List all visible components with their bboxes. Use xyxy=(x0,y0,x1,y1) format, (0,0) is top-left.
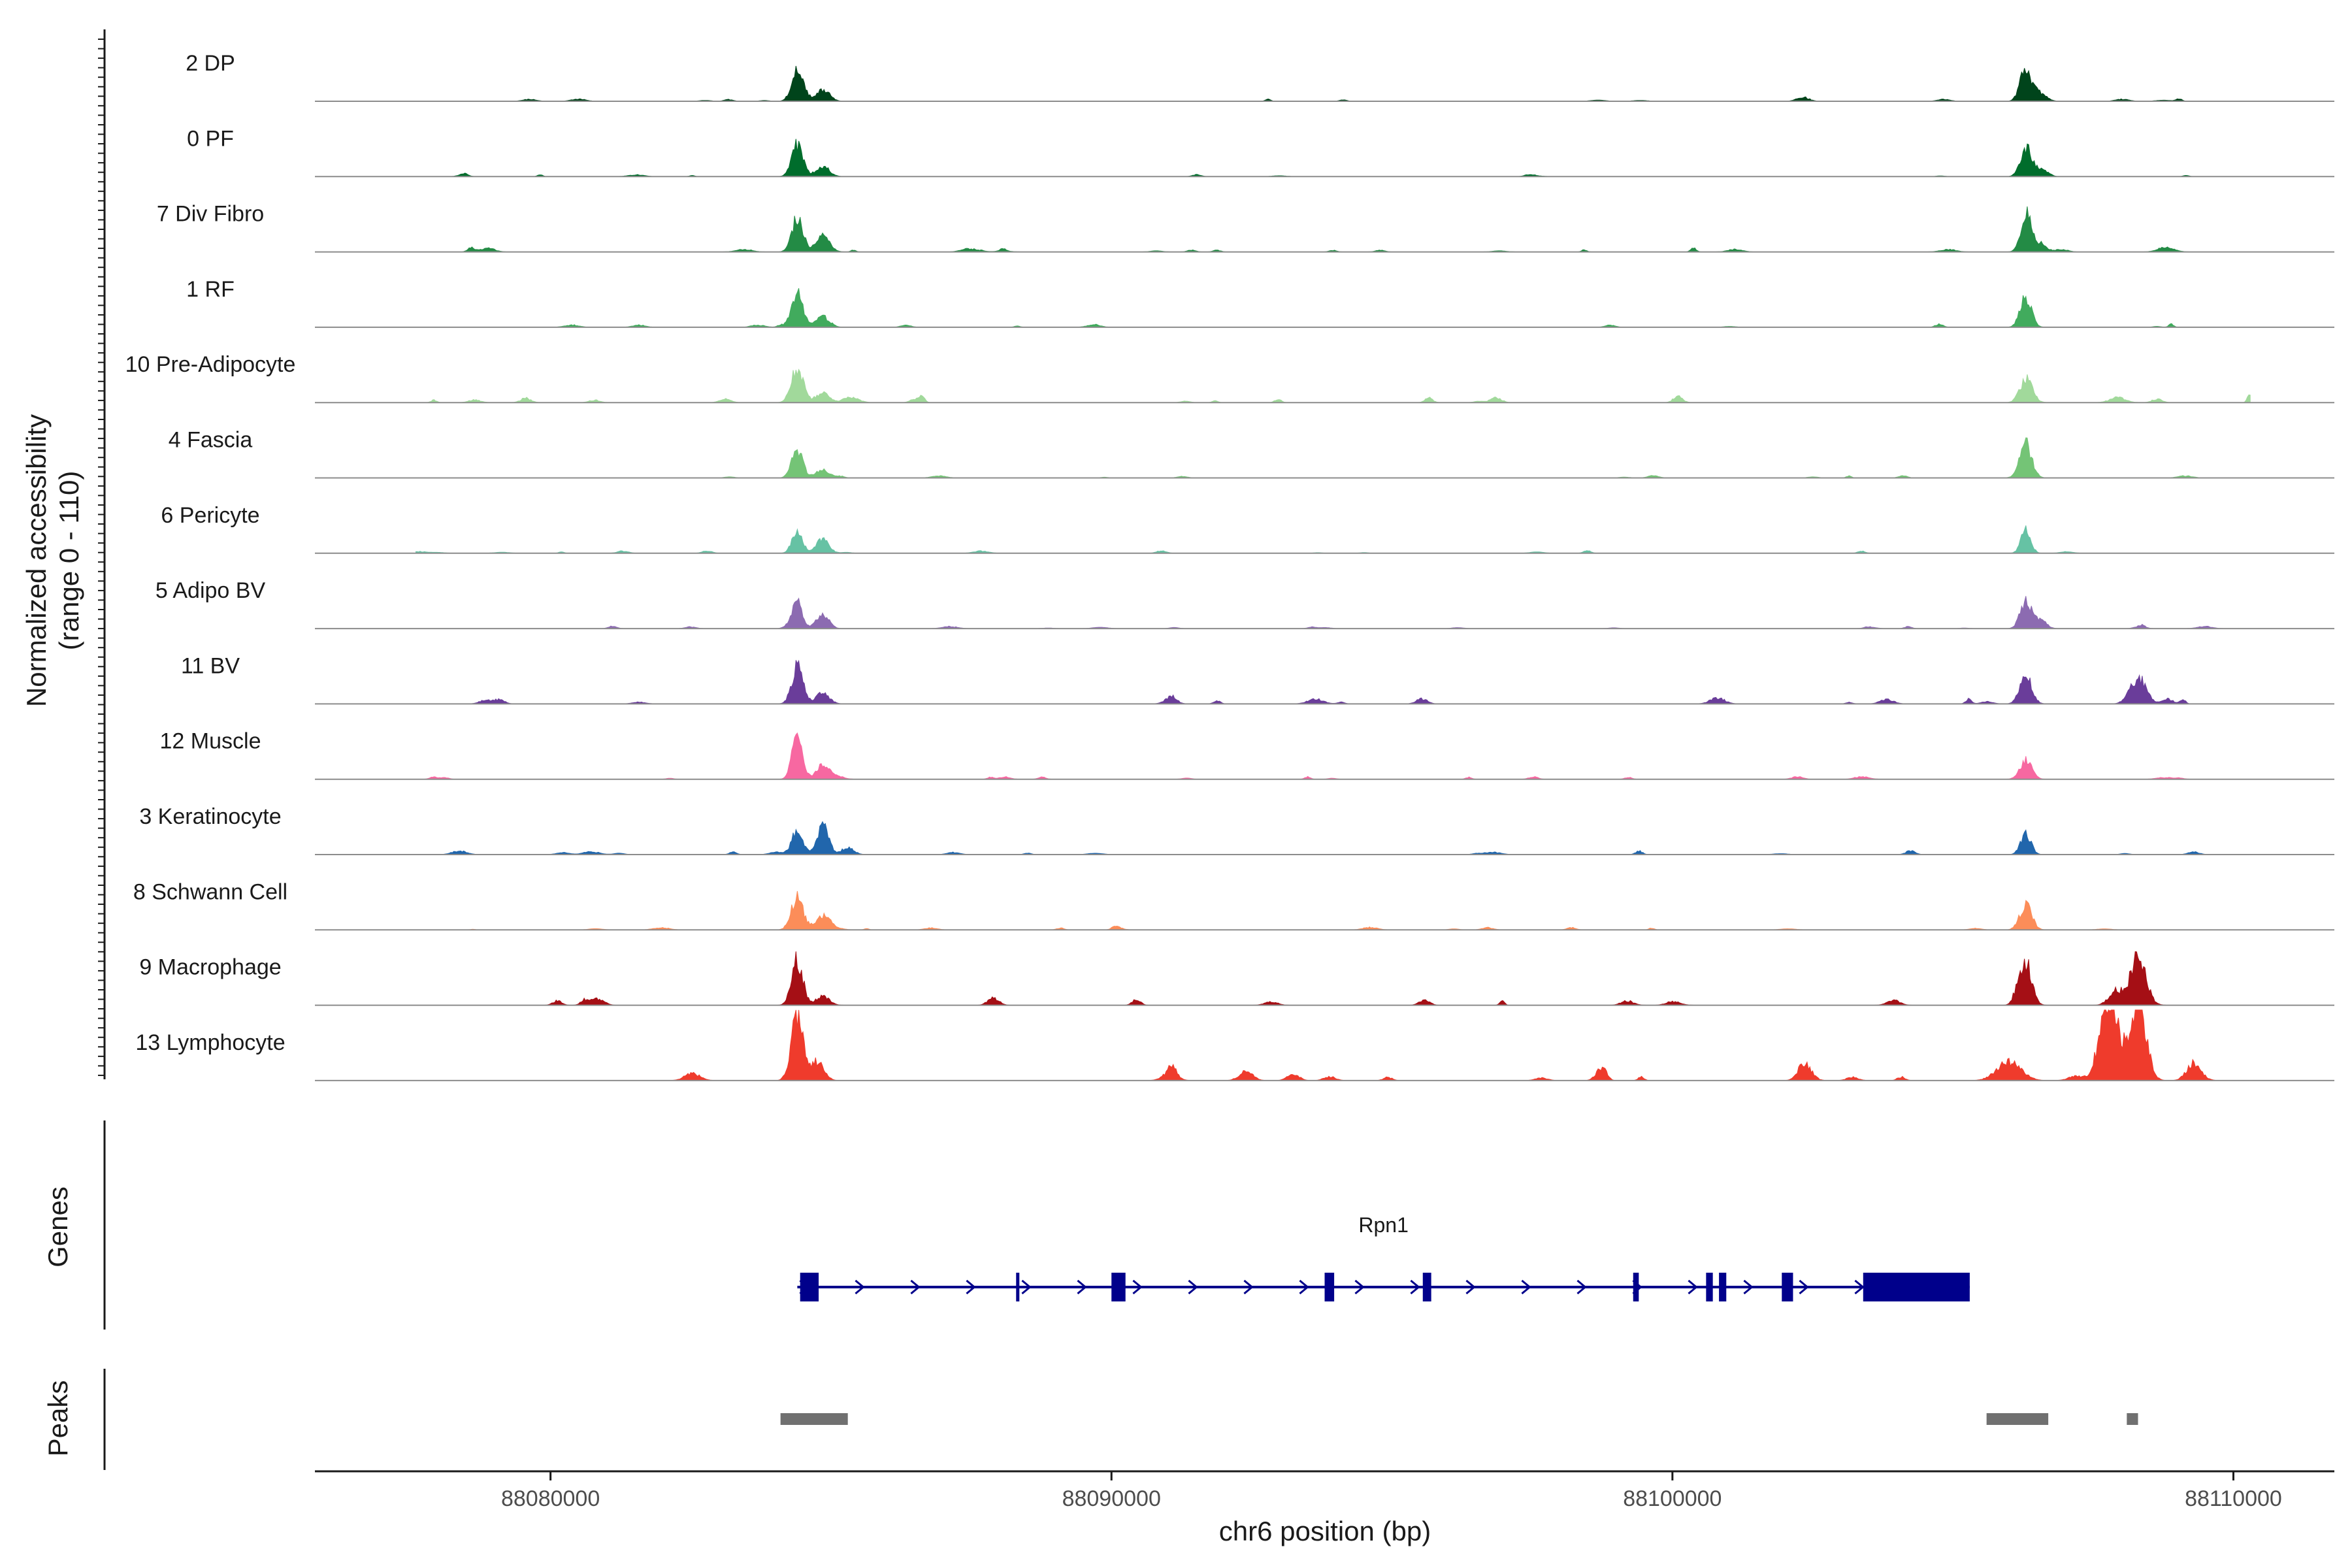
axes: Normalized accessibility (range 0 - 110)… xyxy=(21,29,2334,1546)
strand-arrow xyxy=(1021,1279,1032,1295)
coverage-area xyxy=(416,1009,2251,1081)
track-label: 7 Div Fibro xyxy=(157,202,264,227)
coverage-area xyxy=(416,368,2251,403)
coverage-area xyxy=(416,596,2251,629)
coverage-area xyxy=(416,890,2251,930)
gene-track: Rpn1 xyxy=(797,1213,1970,1301)
track-7-div-fibro: 7 Div Fibro xyxy=(157,202,2334,253)
x-tick-label: 88090000 xyxy=(1062,1486,1161,1511)
track-2-dp: 2 DP xyxy=(186,51,2334,102)
strand-arrow xyxy=(1410,1279,1420,1295)
exon xyxy=(1422,1273,1431,1301)
track-10-pre-adipocyte: 10 Pre-Adipocyte xyxy=(125,352,2334,404)
peak-region xyxy=(2127,1413,2138,1425)
coverage-area xyxy=(416,206,2251,253)
exon xyxy=(800,1273,819,1301)
strand-arrow xyxy=(1799,1279,1809,1295)
track-label: 3 Keratinocyte xyxy=(139,804,281,829)
track-label: 4 Fascia xyxy=(169,428,253,453)
track-11-bv: 11 BV xyxy=(181,653,2334,705)
strand-arrow xyxy=(1188,1279,1198,1295)
x-axis-title: chr6 position (bp) xyxy=(1219,1516,1431,1546)
exon xyxy=(1706,1273,1713,1301)
coverage-area xyxy=(416,288,2251,328)
coverage-area xyxy=(416,65,2251,102)
y-axis-title-line2: (range 0 - 110) xyxy=(54,471,84,651)
track-label: 2 DP xyxy=(186,51,235,76)
strand-arrow xyxy=(966,1279,976,1295)
track-label: 9 Macrophage xyxy=(139,955,281,980)
track-label: 10 Pre-Adipocyte xyxy=(125,352,296,377)
exon xyxy=(1719,1273,1727,1301)
gene-name-label: Rpn1 xyxy=(1358,1213,1409,1237)
track-label: 8 Schwann Cell xyxy=(133,879,287,904)
strand-arrow xyxy=(1077,1279,1087,1295)
coverage-area xyxy=(416,821,2251,855)
strand-arrow xyxy=(855,1279,865,1295)
track-label: 12 Muscle xyxy=(160,729,261,754)
peaks-axis-title: Peaks xyxy=(42,1380,73,1457)
track-label: 13 Lymphocyte xyxy=(135,1030,285,1055)
coverage-area xyxy=(416,437,2251,478)
exon xyxy=(1782,1273,1793,1301)
coverage-area xyxy=(416,732,2251,780)
strand-arrow xyxy=(1854,1279,1865,1295)
peaks-track xyxy=(780,1413,2138,1425)
strand-arrow xyxy=(1354,1279,1365,1295)
strand-arrow xyxy=(910,1279,921,1295)
strand-arrow xyxy=(1299,1279,1309,1295)
track-label: 6 Pericyte xyxy=(161,503,259,528)
peak-region xyxy=(1986,1413,2049,1425)
x-tick-label: 88110000 xyxy=(2185,1486,2282,1511)
coverage-area xyxy=(416,951,2251,1006)
coverage-area xyxy=(416,659,2251,704)
accessibility-tracks: 2 DP 0 PF 7 Div Fibro 1 RF 10 Pre-Adipocyte 4… xyxy=(125,51,2334,1081)
track-4-fascia: 4 Fascia xyxy=(169,428,2334,479)
track-6-pericyte: 6 Pericyte xyxy=(161,503,2334,554)
strand-arrow xyxy=(1132,1279,1143,1295)
track-1-rf: 1 RF xyxy=(186,277,2334,328)
peak-region xyxy=(780,1413,848,1425)
y-axis-title-line1: Normalized accessibility xyxy=(21,414,52,707)
track-label: 1 RF xyxy=(186,277,235,302)
strand-arrow xyxy=(1521,1279,1531,1295)
x-tick-label: 88100000 xyxy=(1623,1486,1722,1511)
strand-arrow xyxy=(1576,1279,1587,1295)
exon xyxy=(1633,1273,1639,1301)
track-9-macrophage: 9 Macrophage xyxy=(139,951,2334,1006)
coverage-area xyxy=(416,525,2251,554)
track-13-lymphocyte: 13 Lymphocyte xyxy=(135,1009,2334,1081)
strand-arrow xyxy=(1688,1279,1698,1295)
track-12-muscle: 12 Muscle xyxy=(160,729,2334,780)
exon xyxy=(1016,1273,1020,1301)
exon xyxy=(1863,1273,1970,1301)
exon xyxy=(1324,1273,1335,1301)
strand-arrow xyxy=(1743,1279,1754,1295)
genes-axis-title: Genes xyxy=(42,1186,73,1267)
exon xyxy=(1111,1273,1126,1301)
coverage-area xyxy=(416,139,2251,177)
track-label: 5 Adipo BV xyxy=(155,578,266,603)
track-label: 11 BV xyxy=(181,653,240,678)
track-label: 0 PF xyxy=(187,126,234,151)
x-tick-label: 88080000 xyxy=(501,1486,600,1511)
track-5-adipo-bv: 5 Adipo BV xyxy=(155,578,2334,630)
strand-arrow xyxy=(1465,1279,1476,1295)
strand-arrow xyxy=(1243,1279,1254,1295)
track-8-schwann-cell: 8 Schwann Cell xyxy=(133,879,2334,931)
track-0-pf: 0 PF xyxy=(187,126,2334,178)
track-3-keratinocyte: 3 Keratinocyte xyxy=(139,804,2334,855)
